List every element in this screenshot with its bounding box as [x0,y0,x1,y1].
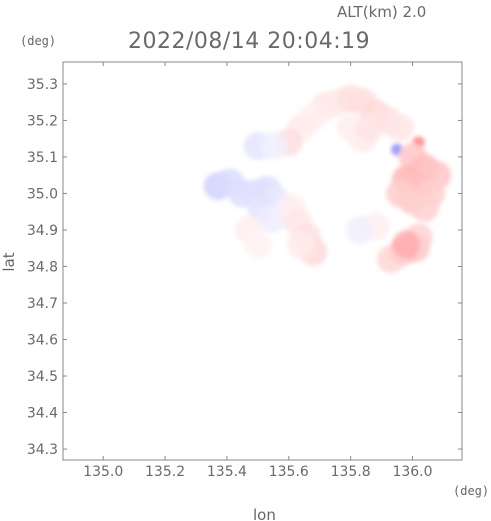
heatmap-cell [287,230,316,259]
plot-frame [62,61,463,461]
heatmap-cell [386,113,415,142]
y-tick-label: 35.1 [27,150,58,166]
y-tick-label: 34.9 [27,223,58,239]
y-tick-label: 34.6 [27,333,58,349]
y-tick-label: 34.8 [27,259,58,275]
x-axis: 135.0 135.2 135.4 135.6 135.8 136.0 [83,62,433,480]
x-axis-title: lon [253,506,276,521]
heatmap-cell [386,179,415,208]
y-tick-label: 35.3 [27,77,58,93]
y-tick-label: 34.3 [27,442,58,458]
x-tick-label: 135.6 [269,464,309,480]
y-axis-title: lat [0,252,18,271]
y-tick-label: 34.7 [27,296,58,312]
x-tick-label: 136.0 [392,464,432,480]
heatmap-cell [392,230,421,259]
y-tick-label: 34.5 [27,369,58,385]
y-axis: 34.3 34.4 34.5 34.6 34.7 34.8 34.9 35.0 35.1 35.2… [27,77,462,458]
heatmap-cell [410,194,439,223]
y-tick-label: 35.2 [27,113,58,129]
y-unit-label: (deg) [20,34,56,48]
heatmap-cell [243,230,272,259]
y-tick-label: 34.4 [27,406,58,422]
heatmap-cell [259,131,288,160]
x-tick-label: 135.8 [331,464,371,480]
heatmap-cell [345,215,374,244]
x-tick-label: 135.2 [145,464,185,480]
x-tick-label: 135.0 [83,464,123,480]
x-tick-label: 135.4 [207,464,247,480]
plot-area [203,84,452,274]
altitude-label: ALT(km) 2.0 [337,3,426,21]
x-unit-label: (deg) [453,484,489,498]
timestamp-title: 2022/08/14 20:04:19 [128,29,370,54]
data-cells [203,84,452,274]
heatmap-cell [355,113,384,142]
y-tick-label: 35.0 [27,186,58,202]
